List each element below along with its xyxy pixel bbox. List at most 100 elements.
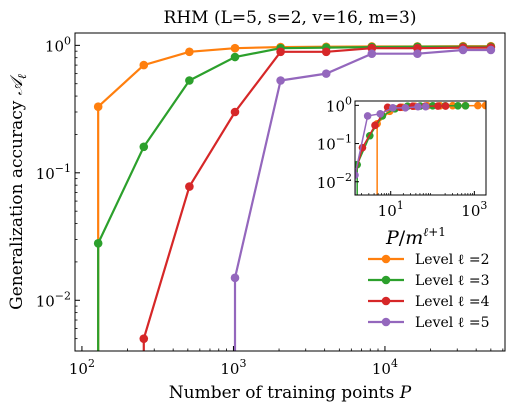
legend-marker: [381, 317, 391, 327]
legend: Level ℓ =2 Level ℓ =3 Level ℓ =4 Level ℓ =5: [368, 252, 490, 331]
inset-x-tick-label: 101: [378, 199, 404, 220]
y-tick-label-base: 10: [45, 37, 64, 55]
inset-data-point-level-5: [363, 112, 372, 120]
data-point-level-4: [185, 182, 194, 191]
series-line-level-3: [97, 45, 491, 351]
data-point-level-4: [139, 334, 149, 343]
inset-y-tick-label-base: 10: [317, 174, 336, 192]
inset-y-tick-label-exp: −2: [336, 171, 352, 184]
y-tick-label-exp: −1: [55, 162, 71, 175]
x-tick-label-base: 10: [69, 360, 88, 378]
y-tick-label: 10−2: [36, 289, 71, 310]
inset-y-tick-label-base: 10: [317, 136, 336, 154]
inset-series-group: [346, 101, 486, 197]
data-point-level-5: [486, 45, 496, 55]
x-tick-label: 102: [69, 357, 95, 378]
inset-data-point-level-5: [414, 102, 422, 111]
inset-y-tick-label-exp: −1: [336, 133, 352, 146]
legend-label: Level ℓ =2: [415, 252, 490, 268]
inset-y-tick-label-exp: 0: [345, 94, 352, 107]
x-tick-label-exp: 4: [391, 357, 398, 370]
inset-y-tick-label: 10−2: [317, 171, 352, 192]
y-tick-label-base: 10: [36, 165, 55, 183]
data-point-level-2: [185, 47, 194, 57]
data-point-level-5: [321, 69, 331, 78]
inset-data-point-level-4: [346, 189, 354, 197]
inset-x-tick-label-base: 10: [378, 202, 397, 220]
data-point-level-2: [230, 43, 240, 53]
y-tick-label-base: 10: [36, 292, 55, 310]
inset-data-point-level-5: [376, 110, 385, 118]
inset-x-axis-title: P/mℓ+1: [385, 225, 446, 249]
legend-label: Level ℓ =4: [415, 294, 490, 310]
inset-data-point-level-5: [355, 171, 359, 179]
y-tick-label: 100: [45, 34, 71, 55]
x-tick-label-exp: 2: [88, 357, 95, 370]
legend-marker: [381, 296, 391, 306]
series-level-5: [230, 45, 496, 351]
inset-frame: [354, 100, 487, 196]
series-line-level-4: [142, 46, 491, 351]
x-tick-label-base: 10: [220, 360, 239, 378]
inset-y-tick-label: 100: [326, 94, 352, 115]
inset-x-axis-title-p: P: [385, 227, 400, 249]
inset-x-axis-title-m: m: [405, 227, 423, 249]
inset-data-point-level-4: [441, 102, 450, 110]
x-tick-label: 104: [372, 357, 398, 378]
data-point-level-4: [230, 107, 240, 117]
data-point-level-2: [93, 102, 103, 112]
data-point-level-5: [413, 49, 422, 58]
series-line-level-5: [233, 48, 491, 351]
legend-entry-level-4: Level ℓ =4: [368, 294, 490, 310]
legend-entry-level-3: Level ℓ =3: [368, 273, 490, 289]
series-level-4: [139, 43, 496, 351]
main-series-group: [93, 41, 496, 351]
y-axis-title-text: Generalization accuracy: [7, 95, 27, 310]
y-axis-title: Generalization accuracy 𝒜ℓ: [7, 74, 29, 310]
x-tick-label: 103: [220, 357, 246, 378]
data-point-level-5: [367, 49, 377, 58]
inset-data-point-level-3: [454, 101, 462, 110]
main-plot-frame: [74, 32, 506, 352]
inset-data-point-level-4: [434, 102, 442, 110]
inset-x-axis-title-exp-rest: +1: [428, 225, 446, 239]
inset-x-axis-title-exp: ℓ: [423, 225, 428, 239]
data-point-level-3: [230, 52, 240, 62]
legend-entry-level-2: Level ℓ =2: [368, 252, 490, 268]
data-point-level-5: [458, 45, 468, 55]
data-point-level-3: [139, 142, 149, 152]
inset-data-point-level-5: [401, 104, 410, 112]
data-point-level-4: [276, 47, 285, 57]
inset-x-tick-label-exp: 1: [397, 199, 404, 212]
y-axis-title-symbol: 𝒜: [7, 74, 27, 95]
inset-data-point-level-2: [474, 101, 482, 110]
legend-label: Level ℓ =5: [415, 315, 490, 331]
data-point-level-5: [230, 273, 240, 283]
inset-x-axis-title-slash: /: [399, 227, 406, 249]
series-level-2: [93, 41, 496, 351]
inset-x-tick-label-exp: 3: [480, 199, 487, 212]
legend-label: Level ℓ =3: [415, 273, 490, 289]
inset-x-tick-label: 103: [461, 199, 487, 220]
y-tick-label: 10−1: [36, 162, 71, 183]
x-axis-title-symbol: P: [399, 383, 412, 403]
legend-entry-level-5: Level ℓ =5: [368, 315, 490, 331]
y-tick-label-exp: −2: [55, 289, 71, 302]
x-tick-label-exp: 3: [239, 357, 246, 370]
y-axis-title-subscript: ℓ: [15, 74, 29, 79]
series-line-level-2: [97, 45, 491, 351]
x-tick-label-base: 10: [372, 360, 391, 378]
inset-x-tick-label-base: 10: [461, 202, 480, 220]
data-point-level-3: [185, 76, 194, 85]
inset-y-tick-label-base: 10: [326, 97, 345, 115]
inset-data-point-level-5: [389, 104, 397, 112]
y-tick-label-exp: 0: [64, 34, 71, 47]
data-point-level-5: [276, 76, 285, 85]
inset-data-point-level-2: [481, 101, 486, 110]
x-axis-title: Number of training points P: [169, 383, 412, 403]
